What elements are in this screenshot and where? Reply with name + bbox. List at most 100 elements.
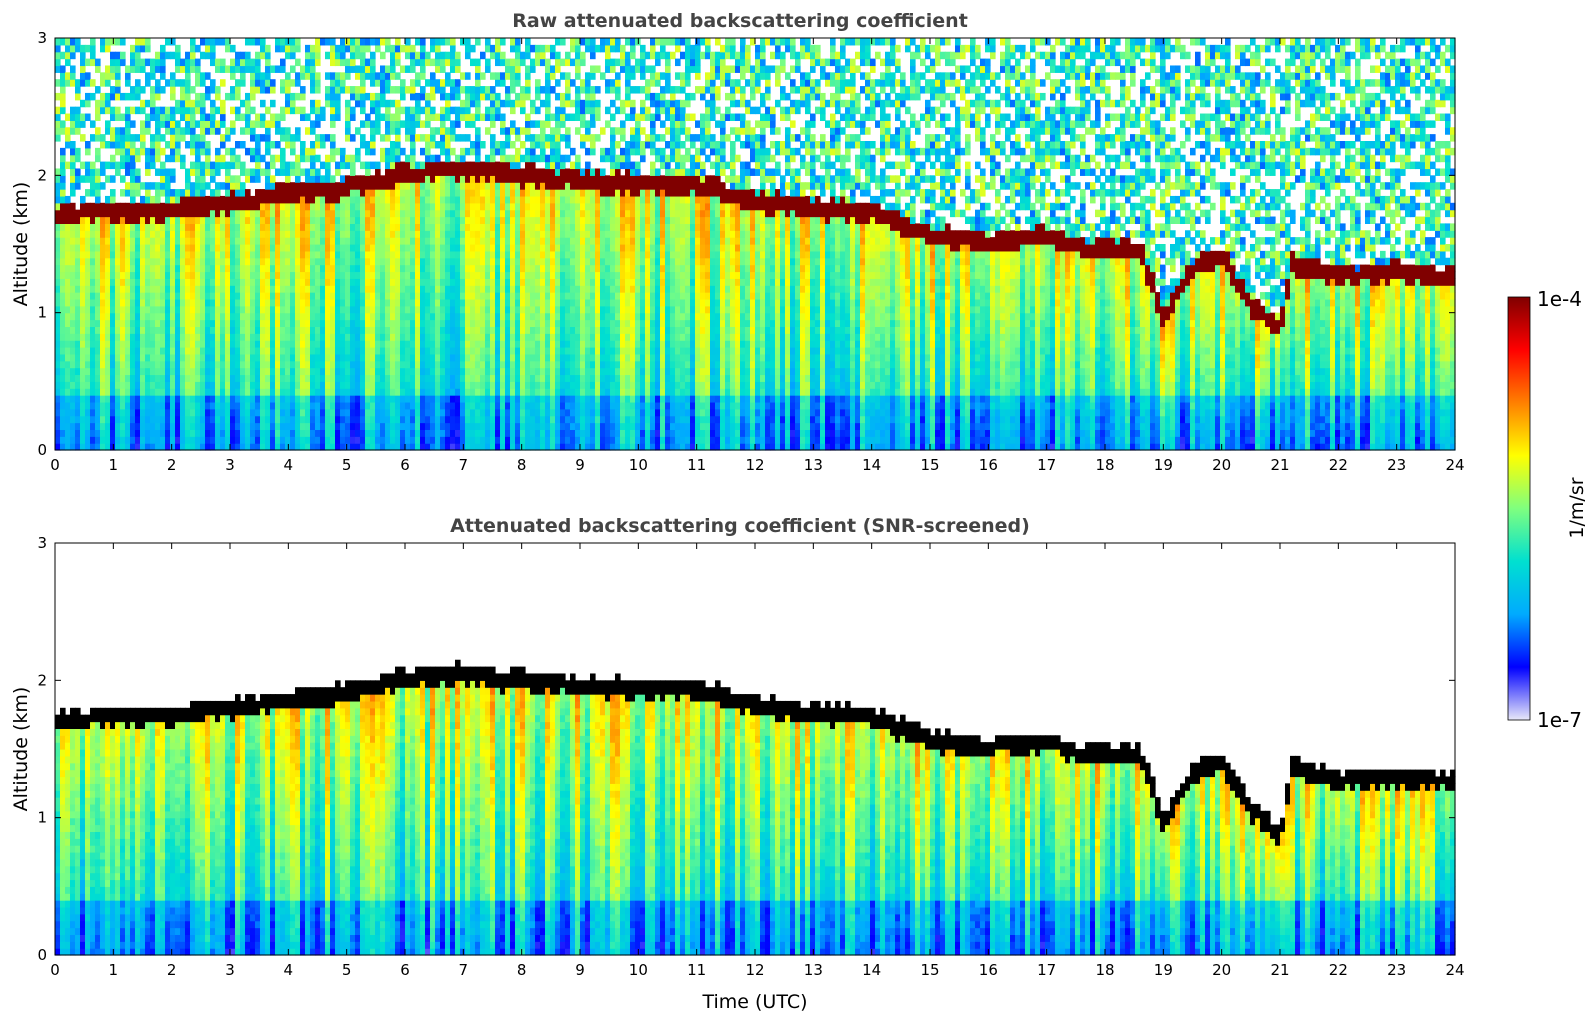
- heatmap-cell: [415, 395, 421, 403]
- heatmap-cell: [190, 326, 196, 334]
- heatmap-cell: [275, 333, 281, 341]
- heatmap-cell: [470, 360, 476, 369]
- heatmap-cell: [265, 244, 271, 252]
- heatmap-cell: [115, 340, 121, 348]
- heatmap-cell: [300, 271, 306, 279]
- heatmap-cell: [80, 395, 86, 403]
- heatmap-cell: [225, 264, 231, 273]
- heatmap-cell: [95, 367, 101, 376]
- heatmap-cell: [235, 381, 241, 389]
- heatmap-cell: [275, 422, 281, 430]
- heatmap-cell: [475, 401, 481, 410]
- heatmap-cell: [465, 182, 471, 190]
- heatmap-cell: [250, 443, 256, 451]
- heatmap-cell: [305, 347, 311, 355]
- heatmap-cell: [530, 429, 536, 437]
- heatmap-cell: [405, 292, 411, 300]
- heatmap-cell: [445, 415, 451, 424]
- heatmap-cell: [140, 333, 146, 341]
- heatmap-cell: [215, 189, 221, 197]
- heatmap-cell: [305, 395, 311, 403]
- heatmap-cell: [310, 264, 316, 273]
- heatmap-cell: [365, 216, 371, 224]
- heatmap-cell: [500, 408, 506, 417]
- heatmap-cell: [340, 271, 346, 279]
- heatmap-cell: [500, 257, 506, 266]
- heatmap-cell: [260, 360, 266, 369]
- heatmap-cell: [340, 292, 346, 300]
- heatmap-cell: [395, 175, 401, 183]
- heatmap-cell: [515, 381, 521, 389]
- heatmap-cell: [330, 353, 336, 362]
- heatmap-cell: [440, 65, 446, 73]
- heatmap-cell: [110, 65, 116, 73]
- heatmap-cell: [95, 305, 101, 314]
- heatmap-cell: [95, 65, 101, 73]
- heatmap-cell: [505, 415, 511, 424]
- heatmap-cell: [215, 429, 221, 437]
- heatmap-cell: [210, 99, 216, 108]
- heatmap-cell: [150, 312, 156, 321]
- heatmap-cell: [350, 44, 356, 53]
- heatmap-cell: [470, 347, 476, 355]
- heatmap-cell: [135, 264, 141, 273]
- heatmap-cell: [315, 429, 321, 437]
- heatmap-cell: [375, 182, 381, 190]
- heatmap-cell: [370, 65, 376, 73]
- heatmap-cell: [295, 422, 301, 430]
- heatmap-cell: [195, 415, 201, 424]
- heatmap-cell: [300, 340, 306, 348]
- heatmap-cell: [290, 106, 296, 115]
- heatmap-cell: [495, 92, 501, 101]
- heatmap-cell: [355, 223, 361, 231]
- heatmap-cell: [90, 333, 96, 341]
- heatmap-cell: [350, 86, 356, 94]
- heatmap-cell: [495, 113, 501, 121]
- heatmap-cell: [95, 353, 101, 362]
- heatmap-cell: [425, 347, 431, 355]
- heatmap-cell: [285, 250, 291, 259]
- heatmap-cell: [425, 244, 431, 252]
- heatmap-cell: [60, 189, 66, 197]
- heatmap-cell: [440, 285, 446, 293]
- heatmap-cell: [155, 415, 161, 424]
- heatmap-cell: [430, 168, 436, 176]
- heatmap-cell: [335, 92, 341, 101]
- heatmap-cell: [165, 374, 171, 382]
- heatmap-cell: [75, 388, 81, 396]
- heatmap-cell: [420, 230, 426, 238]
- heatmap-cell: [110, 395, 116, 403]
- heatmap-cell: [315, 168, 321, 176]
- heatmap-cell: [290, 230, 296, 238]
- heatmap-cell: [380, 285, 386, 293]
- heatmap-cell: [195, 230, 201, 238]
- heatmap-cell: [245, 298, 251, 307]
- heatmap-cell: [65, 298, 71, 307]
- heatmap-cell: [430, 353, 436, 362]
- heatmap-cell: [410, 422, 416, 430]
- heatmap-cell: [375, 127, 381, 135]
- heatmap-cell: [525, 347, 531, 355]
- heatmap-cell: [265, 175, 271, 183]
- heatmap-cell: [250, 175, 256, 183]
- heatmap-cell: [120, 271, 126, 279]
- heatmap-cell: [65, 381, 71, 389]
- heatmap-cell: [395, 340, 401, 348]
- heatmap-cell: [525, 182, 531, 190]
- heatmap-cell: [420, 333, 426, 341]
- heatmap-cell: [85, 175, 91, 183]
- heatmap-cell: [190, 209, 196, 218]
- heatmap-cell: [320, 216, 326, 224]
- heatmap-cell: [165, 175, 171, 183]
- heatmap-cell: [220, 79, 226, 87]
- heatmap-cell: [390, 209, 396, 218]
- heatmap-cell: [295, 443, 301, 451]
- heatmap-cell: [95, 415, 101, 424]
- heatmap-cell: [515, 395, 521, 403]
- heatmap-cell: [195, 237, 201, 245]
- heatmap-cell: [485, 237, 491, 245]
- heatmap-cell: [85, 257, 91, 266]
- heatmap-cell: [115, 388, 121, 396]
- heatmap-cell: [390, 395, 396, 403]
- heatmap-cell: [105, 381, 111, 389]
